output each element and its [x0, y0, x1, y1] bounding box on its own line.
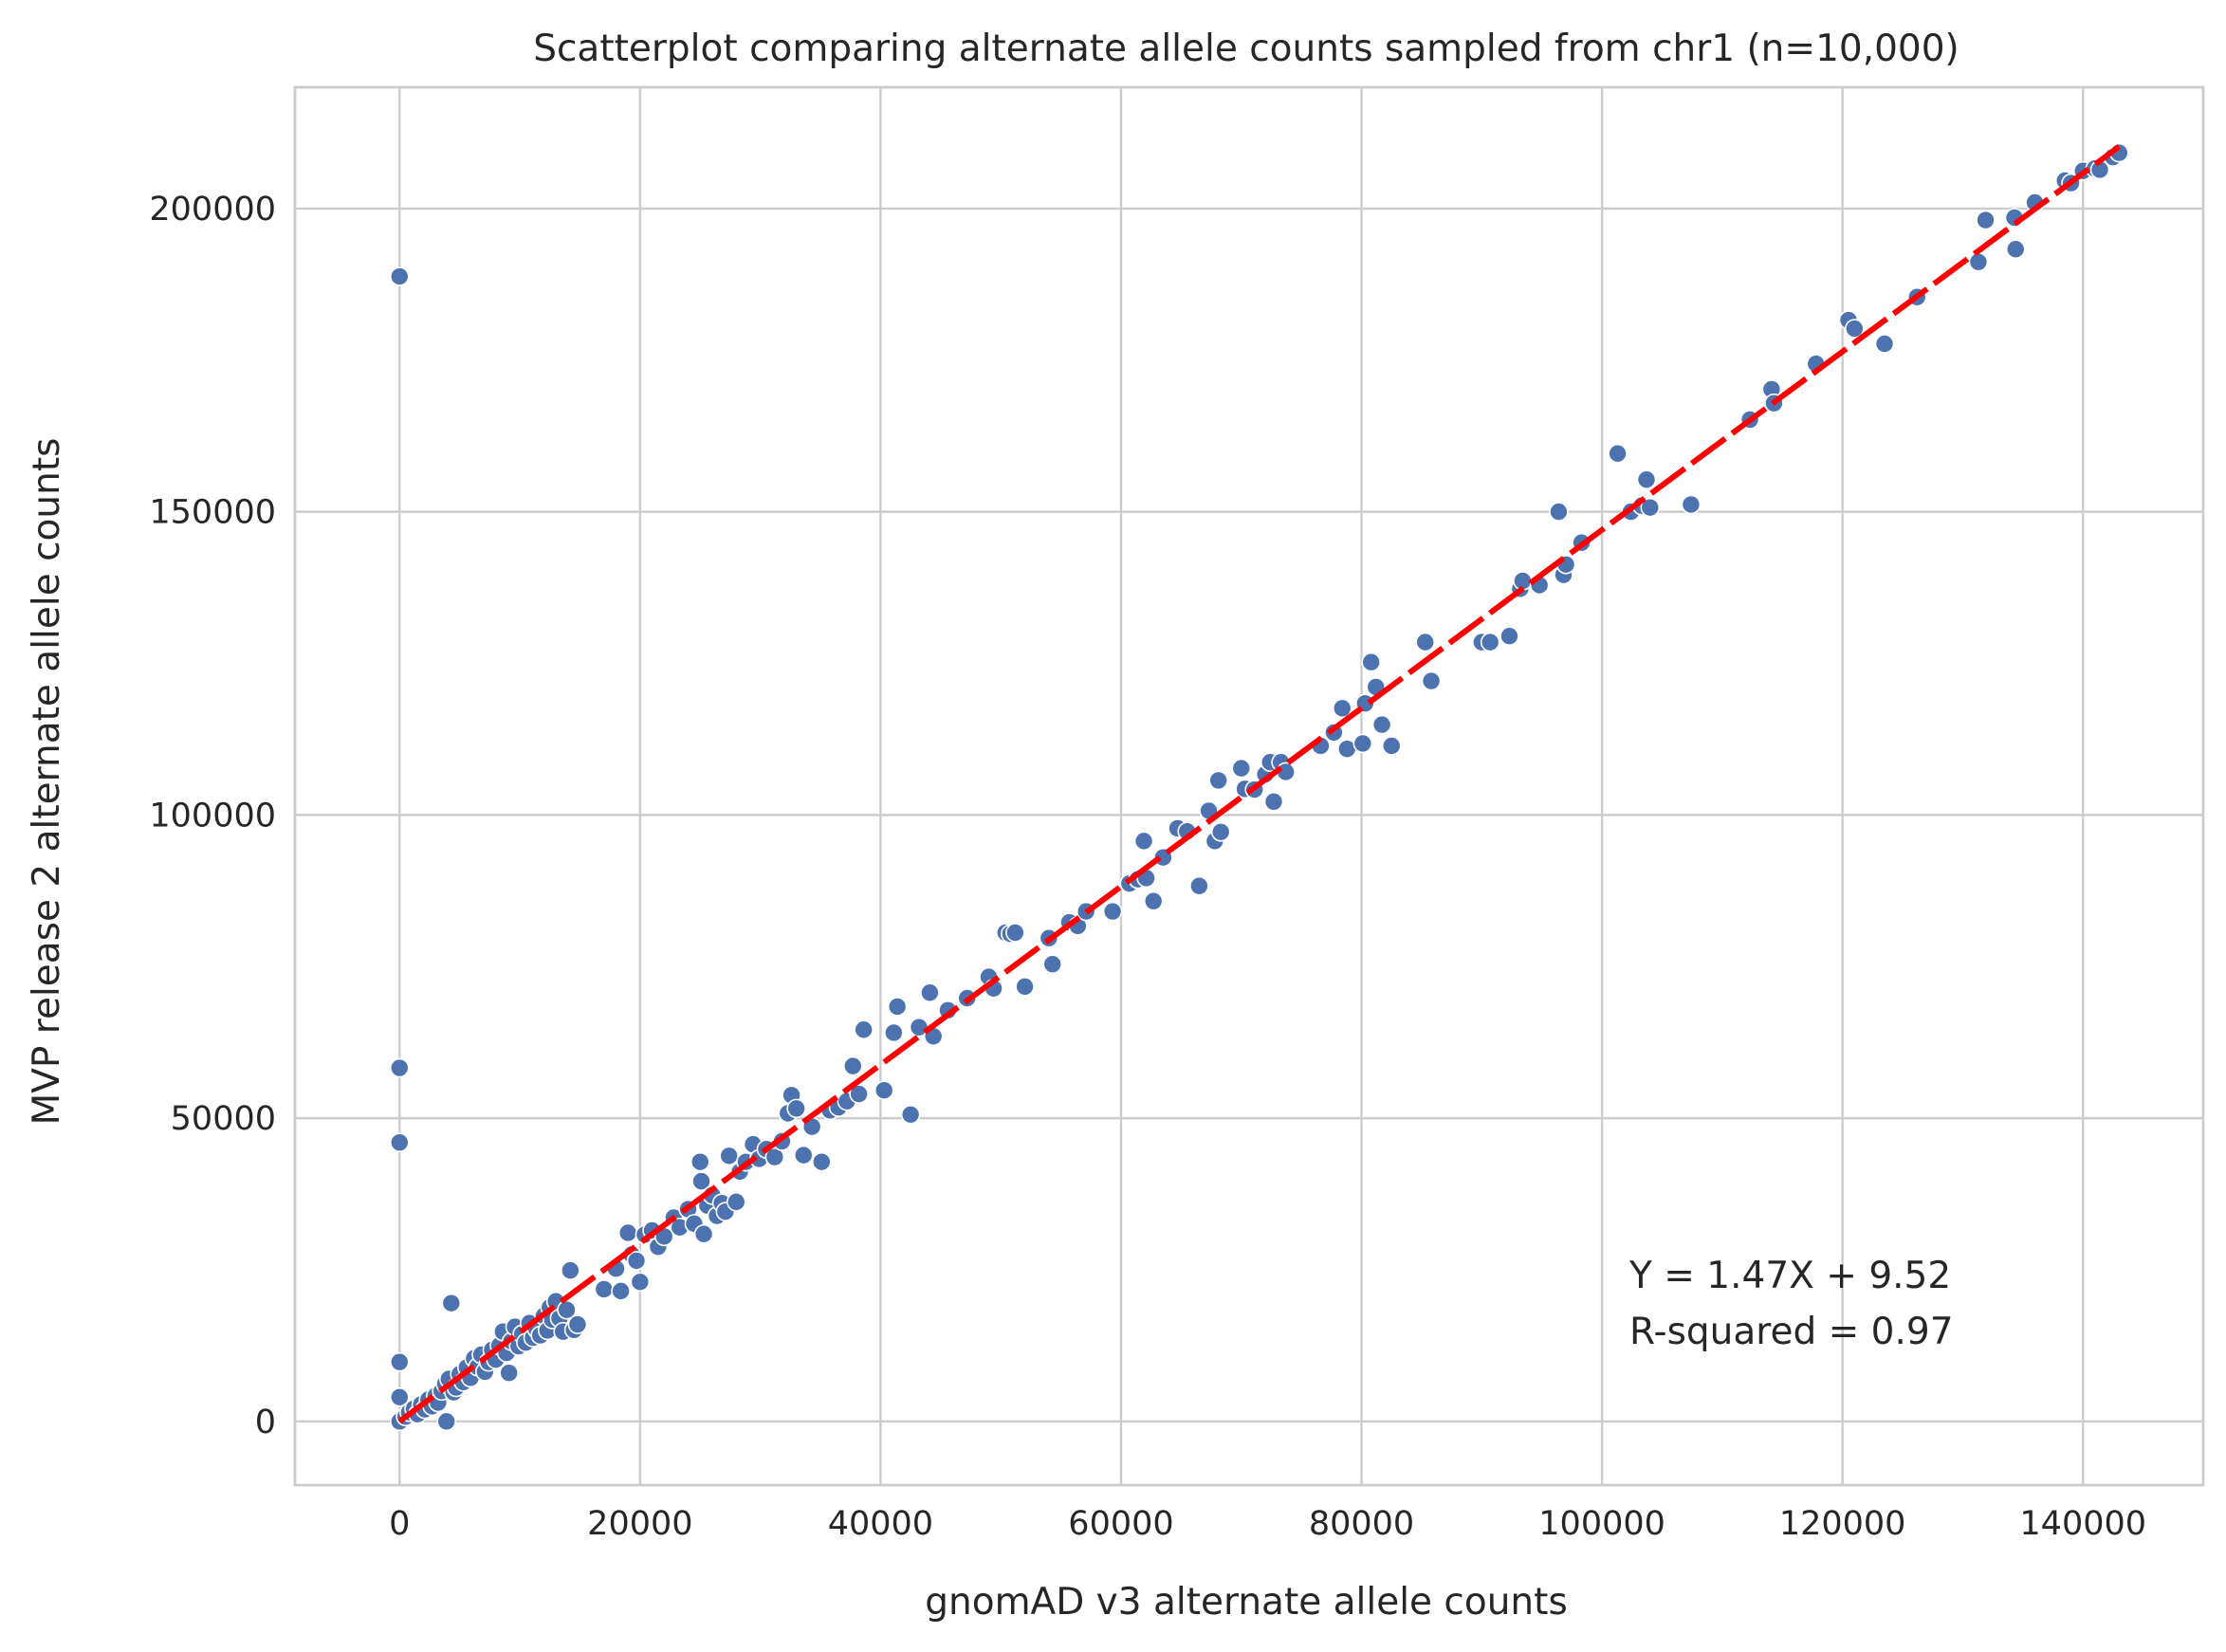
data-point — [1361, 652, 1381, 672]
data-point — [1189, 875, 1209, 896]
data-point — [1640, 497, 1661, 518]
plot-frame — [293, 85, 2205, 1487]
tick-labels: 0 20000 40000 60000 80000 100000 120000 140000 0… — [149, 191, 2146, 1543]
data-point — [920, 982, 940, 1003]
data-point — [764, 1147, 785, 1167]
data-point — [1421, 670, 1442, 691]
data-point — [1263, 792, 1284, 812]
data-point — [1352, 733, 1373, 754]
data-point — [811, 1151, 832, 1172]
x-axis-label: gnomAD v3 alternate allele counts — [925, 1581, 1568, 1624]
data-point — [1415, 632, 1436, 652]
data-point — [617, 1222, 638, 1243]
data-point — [842, 1055, 863, 1076]
data-point — [849, 1084, 869, 1104]
data-point — [793, 1145, 814, 1166]
y-tick-label: 100000 — [149, 797, 276, 835]
data-point — [1208, 770, 1228, 791]
y-tick-label: 0 — [255, 1404, 276, 1441]
y-tick-label: 200000 — [149, 191, 276, 229]
data-point — [726, 1192, 746, 1212]
data-point — [389, 1057, 410, 1078]
data-point — [436, 1411, 457, 1432]
data-point — [786, 1098, 806, 1119]
data-point — [1968, 251, 1989, 272]
data-point — [1874, 334, 1895, 354]
fit-line-layer — [397, 144, 2122, 1424]
data-point — [1549, 502, 1569, 522]
data-point — [1636, 469, 1657, 490]
data-point — [1681, 494, 1702, 515]
data-point — [693, 1223, 714, 1244]
r-squared-label: R-squared = 0.97 — [1629, 1311, 1954, 1353]
x-tick-label: 140000 — [2019, 1505, 2146, 1543]
data-point — [561, 1260, 580, 1280]
data-point — [1332, 698, 1352, 719]
data-point — [900, 1104, 921, 1125]
data-point — [1608, 443, 1628, 464]
data-point — [691, 1171, 711, 1191]
data-point — [1133, 831, 1154, 852]
regression-equation: Y = 1.47X + 9.52 — [1628, 1255, 1951, 1297]
x-tick-label: 0 — [389, 1505, 410, 1543]
y-tick-label: 150000 — [149, 494, 276, 532]
data-point — [1381, 736, 1402, 756]
data-point — [630, 1272, 651, 1293]
y-axis-label: MVP release 2 alternate allele counts — [26, 438, 68, 1126]
data-point — [389, 1132, 410, 1152]
data-point — [594, 1279, 615, 1299]
data-point — [1102, 901, 1123, 922]
data-point — [887, 997, 908, 1017]
data-point — [389, 1351, 410, 1372]
data-point — [719, 1146, 739, 1166]
regression-line — [397, 144, 2122, 1424]
data-point — [626, 1251, 647, 1271]
chart-title: Scatterplot comparing alternate allele c… — [533, 28, 1959, 70]
data-point — [1845, 319, 1865, 339]
data-point — [1480, 632, 1500, 652]
data-point — [441, 1293, 462, 1313]
data-point — [2005, 239, 2026, 260]
data-point — [499, 1363, 519, 1383]
data-point — [611, 1281, 631, 1301]
y-tick-label: 50000 — [171, 1100, 276, 1138]
x-tick-label: 80000 — [1309, 1505, 1414, 1543]
data-point — [567, 1314, 588, 1334]
data-point — [854, 1019, 874, 1040]
data-point — [1231, 758, 1252, 779]
data-point — [1143, 890, 1164, 911]
data-point — [389, 266, 410, 286]
data-point — [1371, 714, 1392, 735]
grid — [295, 87, 2203, 1485]
data-point — [389, 1386, 410, 1407]
x-tick-label: 120000 — [1779, 1505, 1906, 1543]
data-point — [874, 1080, 894, 1100]
data-point — [1005, 923, 1025, 943]
x-tick-label: 40000 — [828, 1505, 933, 1543]
data-point — [690, 1151, 710, 1172]
data-point — [884, 1022, 904, 1043]
x-tick-label: 100000 — [1538, 1505, 1665, 1543]
data-point — [1976, 210, 1996, 230]
data-point — [1499, 626, 1519, 647]
data-point — [1210, 821, 1231, 842]
x-tick-label: 20000 — [587, 1505, 692, 1543]
data-point — [1015, 977, 1035, 997]
data-point — [1042, 954, 1063, 974]
x-tick-label: 60000 — [1068, 1505, 1173, 1543]
